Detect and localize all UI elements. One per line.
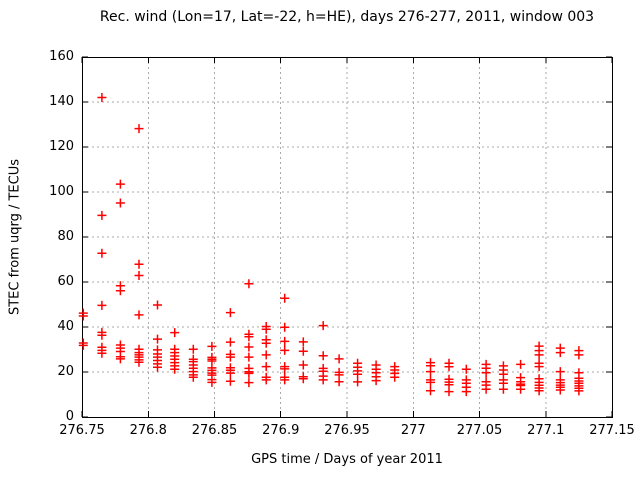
x-tick-label-277.15: 277.15: [589, 423, 635, 438]
y-tick-label-80: 80: [57, 229, 74, 244]
x-tick-label-277.05: 277.05: [456, 423, 503, 438]
y-tick-label-0: 0: [65, 409, 74, 424]
y-tick-label-140: 140: [49, 94, 74, 109]
gridlines: [82, 57, 612, 417]
y-tick-label-60: 60: [57, 274, 74, 289]
y-tick-label-20: 20: [57, 364, 74, 379]
x-axis-label: GPS time / Days of year 2011: [251, 452, 443, 467]
x-tick-label-276.9: 276.9: [262, 423, 300, 438]
chart-title: Rec. wind (Lon=17, Lat=-22, h=HE), days …: [99, 9, 595, 25]
plot-border: [82, 57, 613, 418]
scatter-markers: [78, 93, 584, 397]
x-tick-label-277.1: 277.1: [527, 423, 565, 438]
x-tick-label-276.8: 276.8: [129, 423, 167, 438]
x-tick-label-276.85: 276.85: [191, 423, 238, 438]
y-tick-label-100: 100: [49, 184, 74, 199]
y-tick-label-40: 40: [57, 319, 74, 334]
x-tick-label-277: 277: [400, 423, 426, 438]
y-tick-label-160: 160: [49, 49, 74, 64]
y-axis-label: STEC from uqrg / TECUs: [7, 158, 23, 316]
x-tick-label-276.75: 276.75: [59, 423, 105, 438]
x-tick-label-276.95: 276.95: [324, 423, 370, 438]
y-tick-label-120: 120: [49, 139, 74, 154]
